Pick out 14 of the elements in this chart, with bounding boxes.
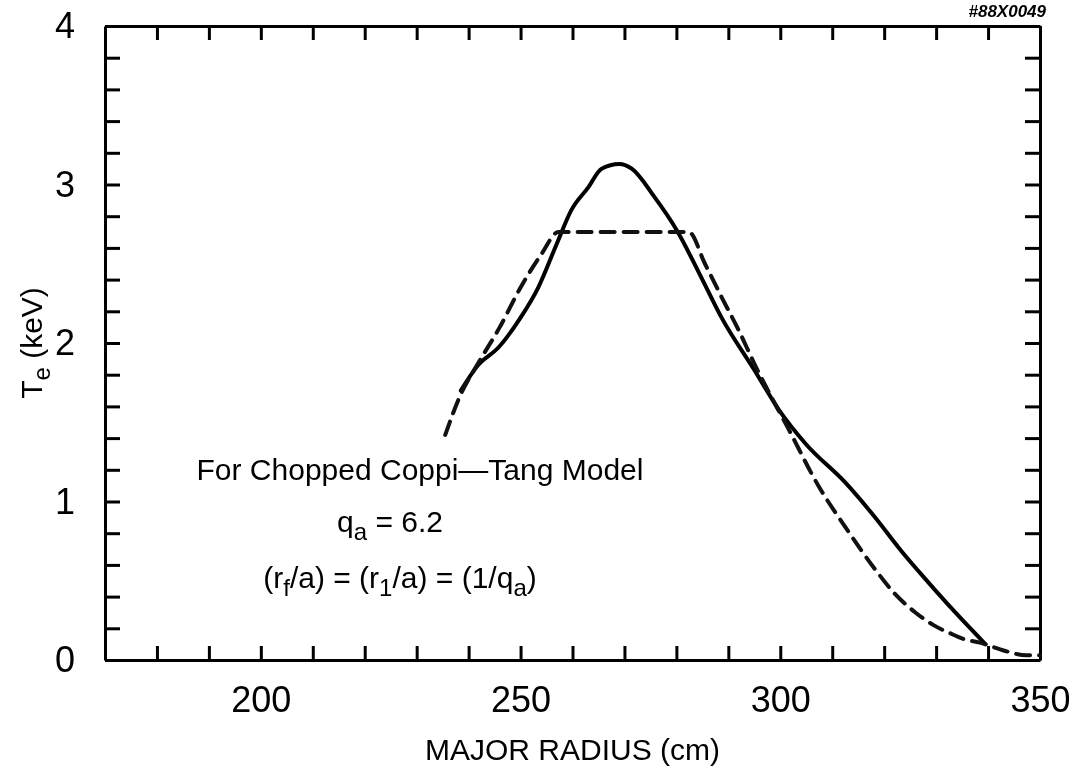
annotation: q$_{a}$ = 6.2 xyxy=(337,505,443,546)
x-tick-label: 300 xyxy=(750,678,811,720)
x-axis-title: MAJOR RADIUS (cm) xyxy=(425,733,720,766)
x-tick-label: 250 xyxy=(491,678,552,720)
y-tick-label: 2 xyxy=(54,322,75,364)
x-tick-label: 200 xyxy=(231,678,292,720)
y-tick-label: 3 xyxy=(54,163,75,205)
y-tick-label: 1 xyxy=(54,480,75,522)
annotation: For Chopped Coppi—Tang Model xyxy=(196,453,644,486)
y-tick-label: 4 xyxy=(54,5,75,47)
x-tick-label: 350 xyxy=(1010,678,1071,720)
text: #88X0049 xyxy=(968,2,1047,21)
y-tick-label: 0 xyxy=(54,639,75,681)
annotation: (r$_{f}$/a) = (r$_{1}$/a) = (1/q$_{a}$) xyxy=(263,561,537,602)
